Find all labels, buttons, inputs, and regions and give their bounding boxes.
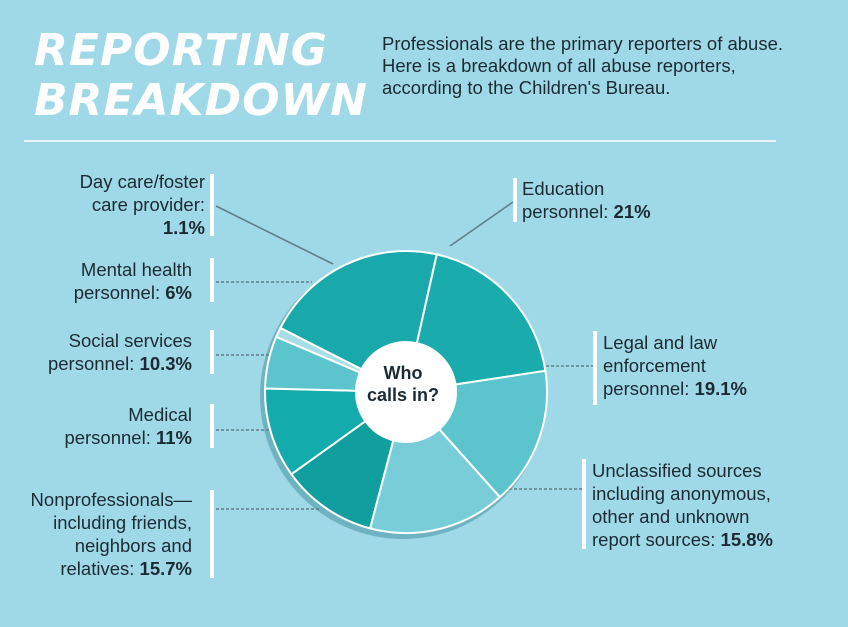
label-bar-nonprofessionals — [210, 490, 214, 578]
label-mental-health-line2: personnel: — [73, 282, 166, 303]
label-bar-day-care — [210, 174, 214, 236]
label-unclassified-line3: other and unknown — [592, 506, 750, 527]
header-divider — [24, 140, 776, 142]
leader-line-education — [449, 201, 514, 247]
label-legal-line2: enforcement — [603, 355, 706, 376]
label-bar-education — [513, 178, 517, 222]
donut-center — [356, 342, 456, 442]
label-unclassified: Unclassified sources including anonymous… — [592, 459, 773, 551]
label-day-care-line2: care provider: — [91, 194, 205, 215]
label-medical-value: 11% — [155, 427, 192, 448]
label-education-line1: Education — [522, 178, 605, 199]
label-nonprofessionals: Nonprofessionals— including friends, nei… — [31, 488, 192, 580]
label-mental-health-line1: Mental health — [80, 259, 192, 280]
label-social-services-line1: Social services — [68, 330, 192, 351]
leader-line-day-care — [215, 205, 334, 265]
donut-segment-unclassified — [437, 369, 548, 499]
label-unclassified-line1: Unclassified sources — [592, 460, 762, 481]
label-day-care: Day care/foster care provider: 1.1% — [80, 170, 205, 239]
label-unclassified-line4: report sources: — [592, 529, 721, 550]
page-title: REPORTING BREAKDOWN — [34, 26, 368, 126]
label-nonprofessionals-value: 15.7% — [139, 558, 192, 579]
label-legal-line1: Legal and law — [603, 332, 718, 353]
chart-center-label: Who calls in? — [358, 362, 448, 406]
label-bar-legal — [593, 331, 597, 405]
label-medical-line2: personnel: — [64, 427, 156, 448]
label-nonprofessionals-line1: Nonprofessionals— — [30, 489, 192, 510]
label-education-value: 21% — [613, 201, 651, 222]
label-unclassified-value: 15.8% — [720, 529, 773, 550]
label-social-services: Social services personnel: 10.3% — [48, 329, 192, 375]
label-mental-health: Mental health personnel: 6% — [74, 258, 192, 304]
label-legal-line3: personnel: — [603, 378, 695, 399]
label-nonprofessionals-line4: relatives: — [60, 558, 140, 579]
label-nonprofessionals-line2: including friends, — [53, 512, 192, 533]
center-label-line2: calls in? — [366, 385, 440, 405]
label-unclassified-line2: including anonymous, — [592, 483, 771, 504]
label-bar-social-services — [210, 330, 214, 374]
label-day-care-line1: Day care/foster — [79, 171, 205, 192]
label-education-line2: personnel: — [522, 201, 614, 222]
label-mental-health-value: 6% — [165, 282, 192, 303]
label-social-services-value: 10.3% — [139, 353, 192, 374]
label-medical: Medical personnel: 11% — [64, 403, 192, 449]
label-medical-line1: Medical — [128, 404, 192, 425]
label-bar-unclassified — [582, 459, 586, 549]
page-title-line1: REPORTING — [34, 25, 328, 76]
label-social-services-line2: personnel: — [47, 353, 140, 374]
label-education: Education personnel: 21% — [522, 177, 651, 223]
center-label-line1: Who — [383, 363, 423, 383]
label-legal: Legal and law enforcement personnel: 19.… — [603, 331, 747, 400]
label-legal-value: 19.1% — [694, 378, 748, 399]
label-nonprofessionals-line3: neighbors and — [74, 535, 192, 556]
label-day-care-value: 1.1% — [162, 217, 205, 238]
label-bar-mental-health — [210, 258, 214, 302]
page-title-line2: BREAKDOWN — [34, 75, 368, 126]
subtitle: Professionals are the primary reporters … — [382, 33, 784, 98]
label-bar-medical — [210, 404, 214, 448]
donut-segment-nonprofessionals — [368, 427, 502, 534]
